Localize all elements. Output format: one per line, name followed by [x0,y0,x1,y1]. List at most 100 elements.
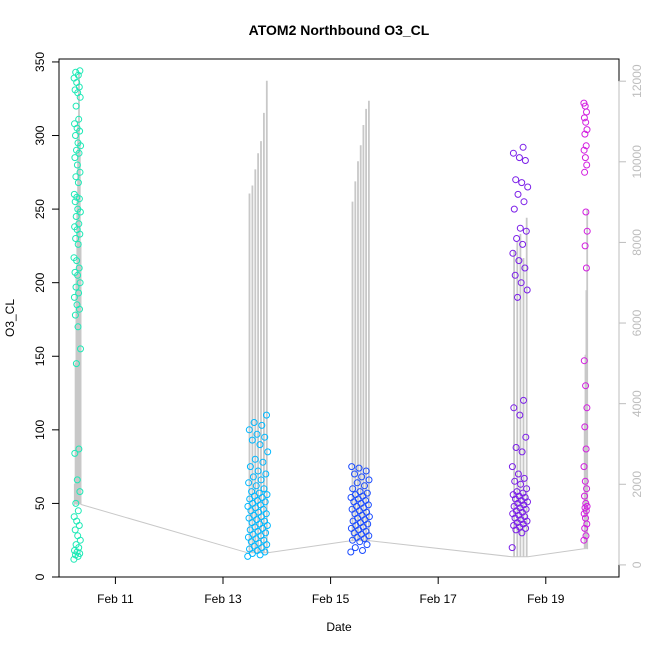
data-point [353,479,361,487]
bottom-axis: Feb 11 Feb 13 Feb 15 Feb 17 Feb 19 [97,576,565,606]
points-group [70,67,591,563]
data-point [76,488,84,496]
y-tick-label: 350 [33,52,47,72]
y-tick-label: 0 [33,573,47,580]
data-point [70,190,78,198]
data-point [73,476,81,484]
y-tick-label: 100 [33,420,47,440]
data-point [74,139,82,147]
data-point [522,433,530,441]
data-point [521,157,529,164]
data-point [74,205,82,213]
data-point [362,467,370,475]
data-point [70,513,78,521]
data-point [516,224,524,232]
data-point [515,257,523,265]
data-point [70,293,78,301]
data-point [355,464,363,472]
data-point [257,476,265,484]
data-point [358,473,366,481]
secondary-line [73,72,589,558]
data-point [71,526,79,534]
data-point [72,499,80,507]
y2-tick-label: 0 [630,561,644,568]
data-point [363,541,371,549]
y-tick-label: 300 [33,125,47,145]
data-point [521,264,529,272]
data-point [361,482,368,490]
data-point [77,345,84,353]
data-point [250,419,258,426]
data-point [510,404,518,412]
data-point [347,548,355,556]
data-point [251,455,259,463]
data-point [511,271,519,279]
data-point [261,433,269,441]
data-point [581,130,589,138]
data-point [76,279,84,287]
series-4 [508,143,532,552]
data-point [511,477,519,485]
y2-tick-label: 10000 [630,145,644,179]
data-point [583,126,591,134]
data-point [253,430,261,438]
data-point [72,283,80,291]
data-point [348,463,356,471]
data-point [580,146,588,154]
data-point [519,143,527,151]
data-point [245,479,253,487]
data-point [72,235,80,242]
data-point [73,161,81,169]
data-point [581,477,589,485]
data-point [72,102,80,110]
data-point [254,467,262,475]
data-point [71,120,78,128]
data-point [351,544,359,552]
y2-tick-label: 12000 [630,64,644,98]
data-point [583,108,590,116]
data-point [517,480,525,488]
x-tick-label: Feb 17 [420,592,458,606]
data-point [74,532,82,540]
data-point [582,532,590,540]
x-tick-label: Feb 19 [527,592,565,606]
left-axis: 0 50 100 150 200 250 300 350 [33,52,60,580]
data-point [248,488,256,496]
data-point [72,360,80,368]
data-point [249,473,257,481]
data-point [581,168,589,176]
data-point [582,382,590,390]
data-point [522,227,530,235]
data-point [74,507,82,515]
data-point [71,449,79,457]
data-point [73,301,81,309]
data-point [72,132,79,139]
series-3 [347,463,373,556]
data-point [520,396,527,404]
data-point [514,293,521,301]
data-point [258,421,266,429]
data-point [514,470,522,478]
data-point [582,514,589,522]
x-tick-label: Feb 15 [312,592,350,606]
data-point [583,161,591,169]
data-point [515,154,523,162]
x-tick-label: Feb 13 [204,592,242,606]
data-point [581,524,589,532]
data-point [356,488,364,496]
data-point [513,235,521,242]
data-point [524,183,532,191]
data-point [580,463,588,471]
data-point [359,547,366,554]
data-point [72,213,80,220]
data-point [71,154,79,162]
data-point [70,254,78,262]
data-point [580,536,588,544]
data-point [581,242,589,250]
data-point [246,463,254,471]
data-point [71,268,79,276]
y2-tick-label: 4000 [630,390,644,417]
data-point [75,115,83,123]
data-point [248,436,256,444]
data-point [518,529,526,537]
